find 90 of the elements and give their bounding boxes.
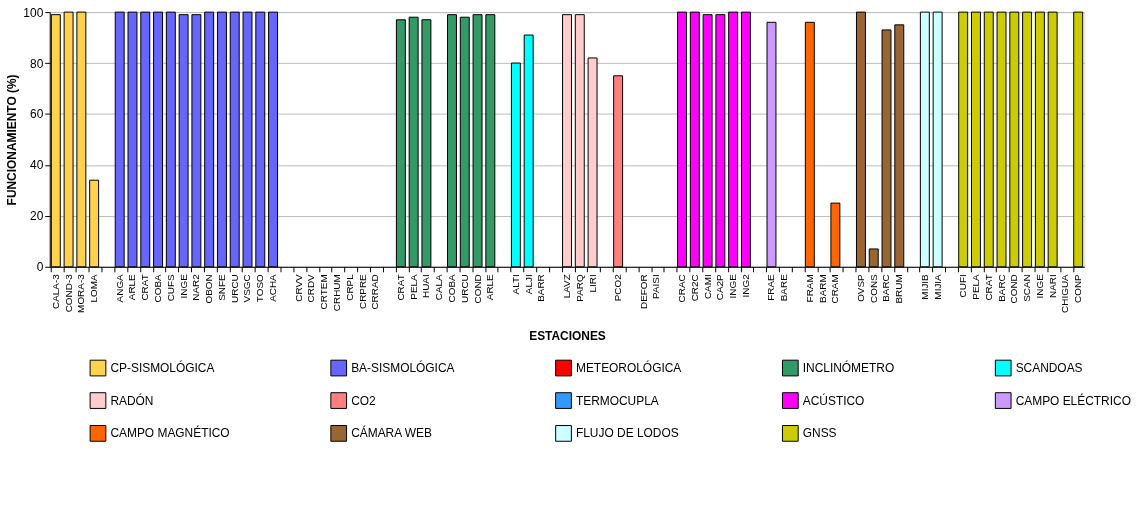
x-tick-label: MIJIA <box>931 273 943 300</box>
x-tick-label: URCU <box>228 274 240 303</box>
y-axis-title: FUNCIONAMIENTO (%) <box>5 74 20 206</box>
legend-label: TERMOCUPLA <box>575 393 659 408</box>
x-tick-label: CRAM <box>829 274 841 304</box>
x-tick-label: BRUM <box>893 274 905 304</box>
x-tick-label: CRHUM <box>330 274 342 312</box>
y-tick-label: 100 <box>23 5 44 20</box>
x-tick-label: COND <box>1008 274 1020 304</box>
x-tick-label: VSGC <box>241 274 253 303</box>
x-tick-label: ALJI <box>522 274 534 295</box>
x-tick-label: BARC <box>880 274 892 302</box>
x-tick-label: SCAN <box>1021 274 1033 302</box>
legend-label: BA-SISMOLÓGICA <box>351 360 455 376</box>
x-tick-label: ARLE <box>126 273 138 301</box>
x-tick-label: ANGA <box>113 273 125 303</box>
x-tick-label: MIJIB <box>918 273 930 300</box>
x-tick-label: BARC <box>995 274 1007 302</box>
x-tick-label: TOSO <box>254 273 266 303</box>
x-tick-label: CRAT <box>394 274 406 301</box>
x-tick-label: ACHA <box>267 273 279 302</box>
x-tick-label: NAR2 <box>190 273 202 301</box>
x-tick-label: HUAI <box>420 274 432 298</box>
legend-label: CAMPO MAGNÉTICO <box>110 425 230 441</box>
x-tick-label: PARQ <box>573 273 585 302</box>
x-tick-label: CUFI <box>957 274 969 298</box>
x-tick-label: PELA <box>407 273 419 300</box>
legend-label: ACÚSTICO <box>802 392 865 408</box>
x-tick-label: CRTEM <box>318 274 330 310</box>
x-tick-label: CAMI <box>701 274 713 300</box>
x-tick-label: CHIGUA <box>1059 273 1071 313</box>
x-tick-label: PAISI <box>650 274 662 299</box>
x-tick-label: CALA-3 <box>49 273 61 310</box>
x-tick-label: OVSP <box>854 273 866 302</box>
legend-label: METEOROLÓGICA <box>575 360 682 376</box>
legend-label: RADÓN <box>110 392 154 408</box>
x-tick-label: COBA <box>445 273 457 303</box>
x-tick-label: CALA <box>433 273 445 301</box>
x-tick-label: ARLE <box>484 273 496 301</box>
x-tick-label: COND <box>471 274 483 304</box>
x-tick-label: CRVV <box>292 273 304 302</box>
legend-label: GNSS <box>802 426 837 441</box>
x-tick-label: COBA <box>152 273 164 303</box>
x-tick-label: CONS <box>867 273 879 303</box>
x-tick-label: DEFOR <box>637 274 649 310</box>
x-tick-label: LIRI <box>586 274 598 293</box>
legend-label: CO2 <box>351 393 377 408</box>
x-tick-label: COND-3 <box>62 273 74 313</box>
y-tick-label: 40 <box>30 158 44 173</box>
x-tick-label: CRPRE <box>356 273 368 310</box>
x-tick-label: CRAT <box>139 274 151 301</box>
x-tick-label: ING2 <box>739 273 751 298</box>
x-tick-label: INGE <box>727 273 739 299</box>
x-tick-label: OBON <box>203 274 215 304</box>
x-tick-label: CRDV <box>305 273 317 303</box>
x-tick-label: FRAM <box>803 274 815 303</box>
x-tick-label: CR2C <box>688 274 700 302</box>
x-axis-title: ESTACIONES <box>529 328 606 343</box>
x-tick-label: URCU <box>458 274 470 303</box>
legend-label: INCLINÓMETRO <box>802 360 895 376</box>
x-tick-label: INGE <box>1033 273 1045 299</box>
y-tick-label: 0 <box>36 260 44 275</box>
x-tick-label: NARI <box>1046 274 1058 298</box>
x-tick-label: INGE <box>177 273 189 299</box>
y-tick-label: 20 <box>30 209 44 224</box>
x-tick-label: CRRAD <box>369 274 381 310</box>
x-tick-label: LAVZ <box>560 274 572 299</box>
legend-label: SCANDOAS <box>1015 361 1083 376</box>
x-tick-label: CRAT <box>982 274 994 301</box>
x-tick-label: CRAC <box>676 274 688 303</box>
x-tick-label: BARM <box>816 274 828 303</box>
x-tick-label: CRPL <box>343 273 355 301</box>
x-tick-label: CUFS <box>164 273 176 302</box>
legend-label: CAMPO ELÉCTRICO <box>1015 392 1131 408</box>
x-tick-label: CA2P <box>714 273 726 301</box>
x-tick-label: LOMA <box>88 273 100 303</box>
y-tick-label: 60 <box>30 107 44 122</box>
legend-label: FLUJO DE LODOS <box>575 426 679 441</box>
legend-label: CÁMARA WEB <box>351 425 433 441</box>
y-tick-label: 80 <box>30 56 44 71</box>
legend-label: CP-SISMOLÓGICA <box>110 360 215 376</box>
x-tick-label: BARR <box>535 274 547 302</box>
x-tick-label: SNFE <box>215 273 227 301</box>
x-tick-label: PCO2 <box>612 273 624 302</box>
x-tick-label: PELA <box>969 273 981 300</box>
x-tick-label: ALTI <box>509 274 521 295</box>
x-tick-label: FRAE <box>765 273 777 301</box>
x-tick-label: CONP <box>1072 273 1084 303</box>
x-tick-label: MORA-3 <box>75 273 87 313</box>
x-tick-label: BARE <box>778 273 790 302</box>
